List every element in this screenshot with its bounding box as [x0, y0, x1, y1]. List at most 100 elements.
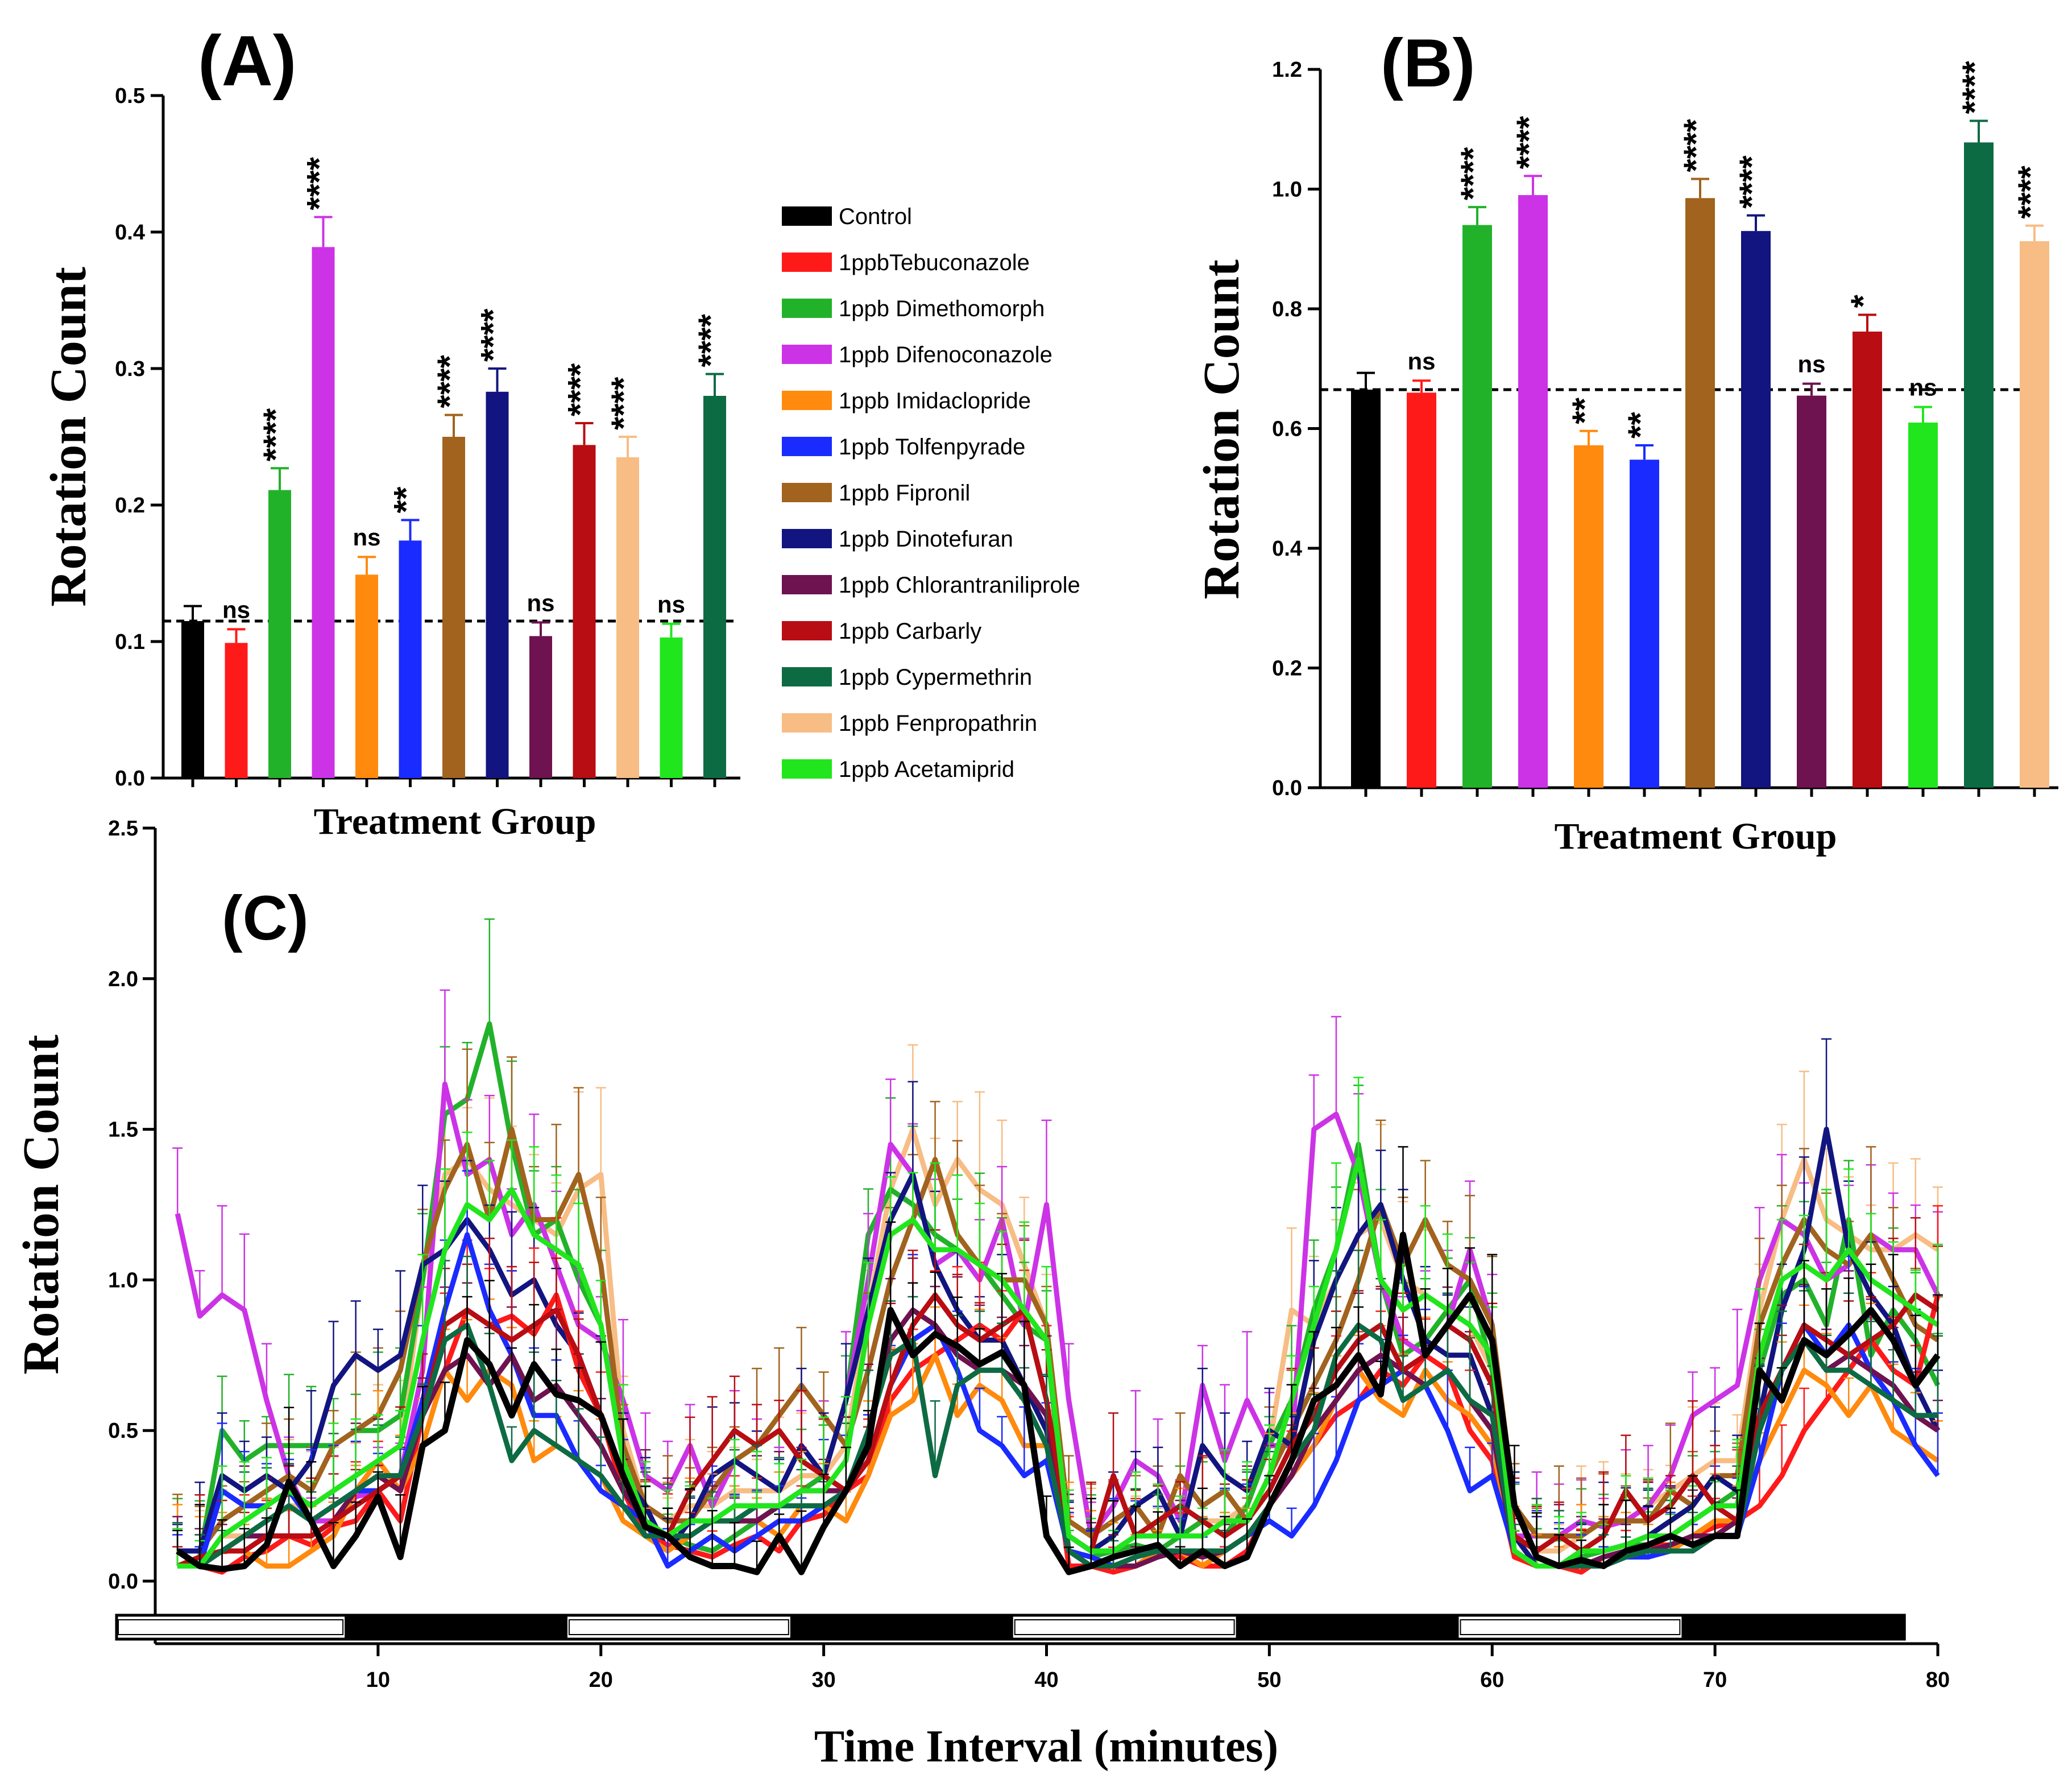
bar: [1630, 460, 1659, 788]
y-tick-label: 0.4: [1272, 537, 1302, 561]
y-tick-label: 1.5: [108, 1118, 138, 1142]
legend-label: 1ppb Fenpropathrin: [839, 711, 1037, 736]
y-axis-title: Rotation Count: [1194, 259, 1250, 599]
series-line: [177, 1322, 1938, 1569]
legend-swatch: [782, 667, 832, 686]
y-tick-label: 0.4: [115, 221, 145, 245]
significance-label: ****: [430, 355, 469, 408]
legend-swatch: [782, 391, 832, 410]
y-axis-title: Rotation Count: [13, 1035, 69, 1375]
x-axis-title: Treatment Group: [314, 801, 596, 842]
light-phase-segment: [1460, 1619, 1681, 1635]
bar: [660, 637, 683, 778]
panel-c: (C) Rotation Count Time Interval (minutes)…: [13, 817, 1950, 1772]
significance-label: ns: [1797, 351, 1825, 378]
significance-label: *: [1844, 295, 1882, 308]
legend-label: 1ppb Chlorantraniliprole: [839, 573, 1080, 598]
legend-label: Control: [839, 204, 912, 229]
legend-swatch: [782, 299, 832, 318]
significance-label: ns: [1407, 348, 1435, 374]
x-tick-label: 70: [1703, 1668, 1727, 1692]
x-tick-label: 10: [366, 1668, 390, 1692]
legend-swatch: [782, 483, 832, 502]
dark-phase-segment: [345, 1615, 567, 1639]
y-tick-label: 0.0: [115, 767, 145, 791]
bar: [616, 457, 639, 778]
legend-swatch: [782, 253, 832, 272]
y-tick-label: 1.2: [1272, 58, 1302, 82]
bar: [1685, 198, 1715, 788]
significance-label: ****: [1955, 60, 1994, 114]
bar: [355, 574, 378, 778]
legend-label: 1ppb Difenoconazole: [839, 342, 1052, 367]
significance-label: ns: [222, 596, 250, 623]
legend-swatch: [782, 575, 832, 594]
dark-phase-segment: [790, 1615, 1013, 1639]
significance-label: ****: [561, 363, 599, 416]
series-line: [177, 1157, 1940, 1569]
bar: [1741, 231, 1771, 788]
bar: [399, 540, 422, 778]
legend-label: 1ppb Cypermethrin: [839, 665, 1032, 690]
y-tick-label: 0.3: [115, 357, 145, 381]
series-group: [172, 1146, 1943, 1575]
significance-label: ****: [1454, 147, 1492, 200]
y-tick-label: 2.0: [108, 967, 138, 991]
y-tick-label: 0.0: [1272, 776, 1302, 800]
bar: [1574, 445, 1603, 788]
bar: [1407, 392, 1436, 788]
legend: Control 1ppbTebuconazole 1ppb Dimethomorph…: [782, 204, 1080, 782]
bar: [1351, 390, 1381, 788]
y-tick-label: 2.5: [108, 817, 138, 841]
legend-swatch: [782, 437, 832, 456]
series-line: [176, 1231, 1941, 1575]
light-phase-segment: [1014, 1619, 1235, 1635]
significance-label: ****: [256, 408, 295, 461]
bar: [1518, 195, 1548, 788]
bar: [442, 437, 465, 778]
legend-swatch: [782, 345, 832, 364]
panel-a: (A) Rotation Count Treatment Group 0.0 0.1 0.…: [40, 22, 740, 842]
significance-label: ****: [1510, 115, 1548, 169]
legend-label: 1ppb Dimethomorph: [839, 296, 1045, 321]
y-tick-label: 0.1: [115, 630, 145, 654]
legend-swatch: [782, 621, 832, 640]
y-tick-label: 0.2: [1272, 657, 1302, 681]
legend-label: 1ppb Dinotefuran: [839, 527, 1013, 552]
bar: [573, 445, 596, 778]
y-tick-label: 0.5: [115, 84, 145, 108]
legend-swatch: [782, 529, 832, 548]
y-tick-label: 0.8: [1272, 297, 1302, 321]
y-tick-label: 1.0: [108, 1268, 138, 1292]
bar: [225, 643, 248, 778]
bar: [1908, 422, 1938, 788]
legend-swatch: [782, 713, 832, 733]
significance-label: ****: [1677, 119, 1715, 172]
y-tick-label: 1.0: [1272, 178, 1302, 202]
x-tick-label: 60: [1480, 1668, 1504, 1692]
y-tick-label: 0.6: [1272, 417, 1302, 441]
bar: [2020, 241, 2049, 788]
significance-label: ****: [604, 377, 643, 430]
significance-label: ****: [300, 157, 338, 210]
significance-label: ****: [474, 308, 512, 362]
y-tick-label: 0.0: [108, 1570, 138, 1594]
panel-b: (B) Rotation Count Treatment Group 0.0 0.2 0.…: [1194, 25, 2058, 857]
bar: [529, 636, 552, 778]
x-tick-label: 20: [589, 1668, 613, 1692]
legend-swatch: [782, 759, 832, 779]
y-tick-label: 0.2: [115, 494, 145, 518]
significance-label: ****: [1733, 155, 1771, 209]
panel-label: (B): [1381, 25, 1476, 101]
x-tick-label: 30: [811, 1668, 835, 1692]
bar: [268, 490, 291, 778]
significance-label: ****: [2011, 166, 2049, 219]
significance-label: ns: [657, 591, 685, 618]
bar: [1797, 395, 1826, 788]
y-tick-label: 0.5: [108, 1419, 138, 1443]
x-axis-title: Time Interval (minutes): [814, 1722, 1278, 1772]
significance-label: ****: [691, 314, 730, 367]
significance-label: **: [1565, 397, 1603, 424]
bar: [1853, 331, 1882, 788]
